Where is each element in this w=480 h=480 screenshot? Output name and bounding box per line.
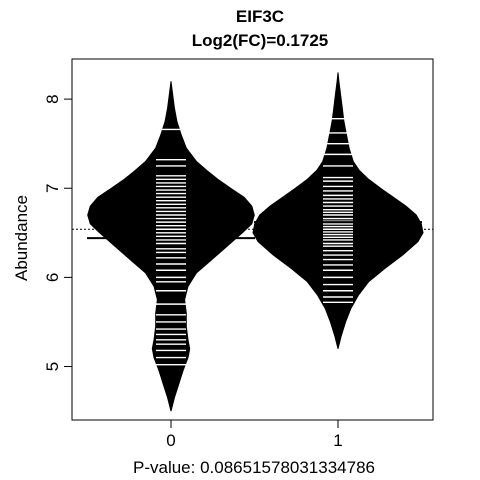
y-tick-label: 6 (43, 273, 62, 282)
x-tick-label: 1 (333, 431, 342, 450)
bean-group-1 (252, 72, 424, 349)
y-tick-label: 5 (43, 362, 62, 371)
bean-group-0 (87, 81, 255, 412)
y-tick-label: 7 (43, 184, 62, 193)
bean-shape-1 (252, 72, 424, 349)
y-axis-label: Abundance (12, 195, 31, 281)
x-axis-label: P-value: 0.08651578031334786 (133, 458, 375, 477)
x-tick-label: 0 (166, 431, 175, 450)
chart-title: EIF3C (236, 7, 284, 26)
bean-shape-0 (87, 81, 255, 412)
plot-area: 0 1 5 6 7 8 (43, 58, 434, 450)
chart-subtitle: Log2(FC)=0.1725 (192, 31, 329, 50)
y-tick-label: 8 (43, 94, 62, 103)
plot-frame (71, 58, 434, 421)
